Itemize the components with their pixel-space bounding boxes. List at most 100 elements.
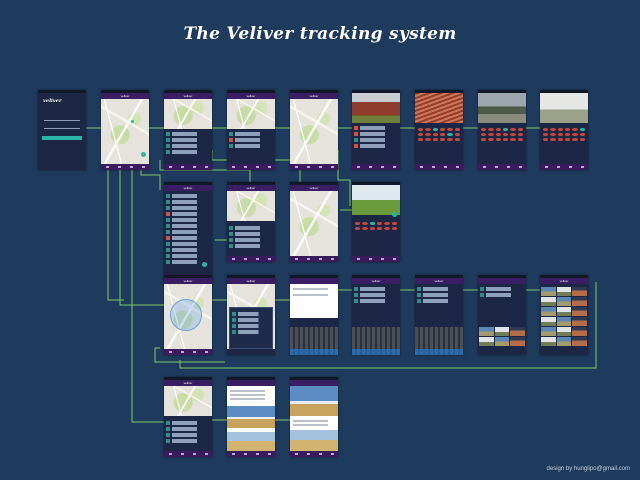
bottom-nav[interactable]: [227, 164, 275, 170]
post-photo: [290, 430, 338, 452]
map-view[interactable]: [290, 99, 338, 164]
location-photo: [352, 185, 400, 215]
map-radius-screen: veliver: [164, 275, 212, 355]
vehicle-list[interactable]: [229, 132, 273, 150]
map-pin-icon[interactable]: [131, 120, 134, 123]
photo-grid-screen-1: [478, 275, 526, 355]
bottom-nav[interactable]: [164, 349, 212, 355]
app-bar: veliver: [290, 93, 338, 99]
connector-line: [131, 165, 164, 423]
location-photo: [478, 93, 526, 123]
map-view[interactable]: [290, 191, 338, 256]
app-bar: veliver: [164, 93, 212, 99]
map-list-screen: veliver: [164, 90, 212, 170]
app-bar: veliver: [164, 278, 212, 284]
map-screen: veliver: [101, 90, 149, 170]
app-bar: veliver: [352, 278, 400, 284]
location-photo: [352, 93, 400, 123]
location-photo: [540, 93, 588, 123]
bottom-nav[interactable]: [227, 451, 275, 457]
user-list[interactable]: [229, 226, 273, 250]
bottom-nav[interactable]: [164, 451, 212, 457]
photo-grid[interactable]: [541, 287, 587, 346]
bottom-nav[interactable]: [352, 164, 400, 170]
locate-fab-icon[interactable]: [141, 152, 146, 157]
post-photo: [227, 406, 275, 428]
username-field[interactable]: [44, 120, 80, 121]
app-bar: veliver: [227, 93, 275, 99]
vehicle-list-screen: veliver: [164, 182, 212, 280]
app-bar: [290, 380, 338, 386]
bottom-nav[interactable]: [415, 164, 463, 170]
vehicle-list[interactable]: [166, 194, 210, 266]
list-keyboard-screen-1: veliver: [352, 275, 400, 355]
app-bar: veliver: [101, 93, 149, 99]
map-view[interactable]: [164, 99, 212, 129]
photo-calendar-screen-4: [540, 90, 588, 170]
post-photo: [227, 432, 275, 452]
bottom-nav[interactable]: [290, 451, 338, 457]
app-logo: veliver: [43, 98, 62, 104]
bottom-nav[interactable]: [290, 256, 338, 262]
photo-grid[interactable]: [479, 327, 525, 346]
photo-calendar-screen-1: [352, 90, 400, 170]
connector-line: [119, 165, 164, 306]
map-view[interactable]: [227, 191, 275, 221]
keyboard[interactable]: [290, 327, 338, 355]
post-body[interactable]: [290, 386, 338, 452]
app-bar: veliver: [164, 380, 212, 386]
bottom-nav[interactable]: [478, 164, 526, 170]
page-title: The Veliver tracking system: [183, 24, 457, 44]
calendar-grid[interactable]: [355, 222, 397, 230]
compose-screen: [290, 275, 338, 355]
keyboard[interactable]: [415, 327, 463, 355]
bottom-nav[interactable]: [290, 164, 338, 170]
bottom-nav[interactable]: [101, 164, 149, 170]
map-screen-2: veliver: [290, 90, 338, 170]
compose-area[interactable]: [290, 284, 338, 318]
album-list[interactable]: [480, 287, 524, 299]
photo-calendar-screen-5: [352, 182, 400, 262]
map-dialog-screen: veliver: [227, 275, 275, 355]
app-bar: veliver: [227, 278, 275, 284]
calendar-grid[interactable]: [481, 128, 523, 141]
detail-list[interactable]: [354, 126, 398, 150]
post-screen-2: [290, 377, 338, 457]
bottom-nav[interactable]: [540, 164, 588, 170]
app-bar: [478, 278, 526, 284]
vehicle-dialog[interactable]: [229, 307, 273, 349]
bottom-nav[interactable]: [227, 256, 275, 262]
connector-line: [337, 150, 351, 206]
calendar-grid[interactable]: [418, 128, 460, 141]
app-bar: [227, 380, 275, 386]
login-screen: veliver: [38, 90, 86, 170]
connector-line: [159, 160, 251, 182]
post-screen-1: [227, 377, 275, 457]
connector-line: [107, 165, 124, 301]
post-photo: [290, 386, 338, 416]
app-bar: veliver: [540, 278, 588, 284]
geofence-radius[interactable]: [170, 299, 202, 331]
recipient-list[interactable]: [354, 287, 398, 305]
login-button[interactable]: [42, 136, 82, 140]
photo-calendar-screen-3: [478, 90, 526, 170]
password-field[interactable]: [44, 128, 80, 129]
designer-credit: design by hunglipo@gmail.com: [546, 466, 630, 472]
add-fab-icon[interactable]: [202, 262, 207, 267]
calendar-grid[interactable]: [543, 128, 585, 141]
bottom-nav[interactable]: [352, 256, 400, 262]
keyboard[interactable]: [352, 327, 400, 355]
post-body[interactable]: [227, 386, 275, 452]
map-users-screen: veliver: [227, 182, 275, 262]
recipient-list[interactable]: [417, 287, 461, 305]
photo-calendar-screen-2: [415, 90, 463, 170]
app-bar: [290, 278, 338, 284]
connector-line: [179, 282, 597, 369]
connector-line: [154, 347, 225, 363]
edit-fab-icon[interactable]: [392, 212, 397, 217]
vehicle-list[interactable]: [166, 132, 210, 156]
bottom-nav[interactable]: [164, 164, 212, 170]
map-view[interactable]: [164, 386, 212, 416]
user-list[interactable]: [166, 421, 210, 445]
map-view[interactable]: [227, 99, 275, 129]
